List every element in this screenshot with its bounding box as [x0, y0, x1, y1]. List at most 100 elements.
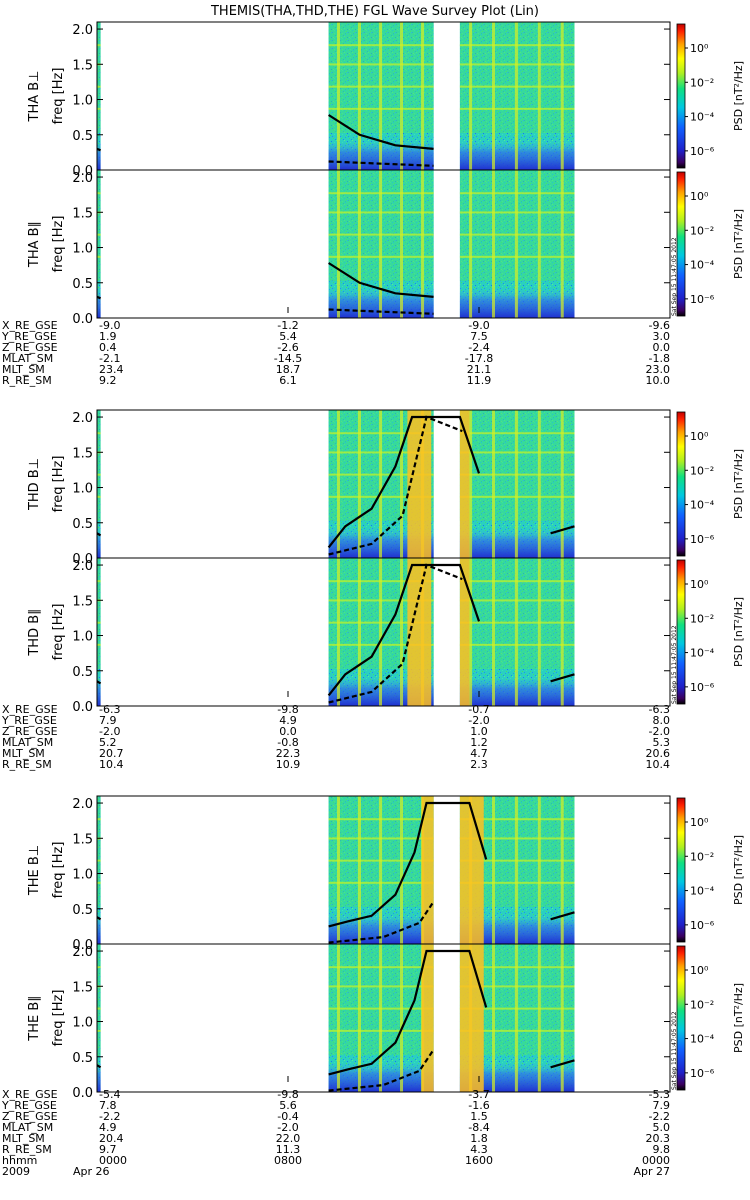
colorbar-tick-label: 10⁻⁶ [690, 919, 715, 932]
ephemeris-row-label: Y_RE_GSE [1, 714, 57, 727]
y-tick-label: 0.5 [72, 517, 93, 532]
perigee-band [407, 558, 432, 706]
low-freq-band [97, 1062, 101, 1092]
y-tick-label: 0.0 [72, 700, 93, 715]
y-tick-label: 2.0 [72, 945, 93, 960]
vertical-streak [514, 170, 518, 318]
ephemeris-value: -6.3 [649, 703, 670, 716]
colorbar-tick-label: 10⁻⁴ [690, 647, 715, 660]
vertical-streak [537, 558, 541, 706]
ephemeris-row-label: X_RE_GSE [2, 703, 58, 716]
y-tick-label: 0.5 [72, 1051, 93, 1066]
ephemeris-value: 20.6 [646, 747, 671, 760]
y-label-unit: freq [Hz] [51, 842, 66, 899]
panel-thd-b-: 0.0 0.5 1.0 1.5 2.0 THD B∥ freq [Hz] [27, 557, 671, 715]
y-label-probe: THA B⊥ [27, 71, 42, 123]
ephemeris-value: 18.7 [276, 363, 301, 376]
y-tick-label: 0.5 [72, 903, 93, 918]
vertical-streak [491, 944, 495, 1092]
ephemeris-value: -2.1 [99, 352, 120, 365]
ephemeris-value: -0.4 [277, 1110, 298, 1123]
colorbar-tick-label: 10⁻² [690, 612, 714, 625]
ephemeris-thd: X_RE_GSE -6.3 -9.8 -0.7 -6.3 Y_RE_GSE 7.9 4.9 -2… [1, 691, 670, 771]
colorbar-tick-label: 10⁻² [690, 998, 714, 1011]
vertical-streak [336, 170, 340, 318]
spectral-stripe [97, 255, 101, 258]
spectral-stripe [97, 107, 101, 110]
figure-title: THEMIS(THA,THD,THE) FGL Wave Survey Plot… [210, 4, 539, 19]
ephemeris-value: 2.3 [470, 758, 488, 771]
colorbar-tick-label: 10⁰ [690, 430, 709, 443]
ephemeris-value: 11.9 [467, 374, 492, 387]
colorbar-label: PSD [nT²/Hz] [732, 835, 745, 905]
ephemeris-value: -3.7 [468, 1088, 489, 1101]
y-label-probe: THD B∥ [27, 608, 42, 656]
low-freq-band [97, 528, 101, 558]
colorbar-tick-label: 10⁰ [690, 42, 709, 55]
vertical-streak [514, 944, 518, 1092]
y-label-unit: freq [Hz] [51, 456, 66, 513]
fce-solid-line [96, 801, 575, 928]
vertical-streak [400, 170, 404, 318]
panel-frame [96, 943, 671, 1093]
ephemeris-row-label: R_RE_SM [2, 1143, 52, 1156]
ephemeris-value: -14.5 [274, 352, 302, 365]
ephemeris-row-label: Y_RE_GSE [1, 1099, 57, 1112]
ephemeris-value: 4.9 [99, 1121, 117, 1134]
ephemeris-row-label: MLT_SM [2, 363, 45, 376]
low-freq-band [97, 288, 101, 318]
colorbar-tick-label: 10⁻² [690, 850, 714, 863]
vertical-streak [469, 170, 473, 318]
vertical-streak [336, 410, 340, 558]
ephemeris-value: -2.6 [277, 341, 298, 354]
colorbar-tick-label: 10⁻⁴ [690, 259, 715, 272]
colorbar-tick-label: 10⁻² [690, 76, 714, 89]
perigee-band [421, 796, 434, 944]
y-tick-label: 0.0 [72, 552, 93, 567]
ephemeris-value: 22.0 [276, 1132, 301, 1145]
y-label-unit: freq [Hz] [51, 604, 66, 661]
y-label-unit: freq [Hz] [51, 990, 66, 1047]
ephemeris-row-label: MLAT_SM [2, 1121, 53, 1134]
ephemeris-value: -9.8 [277, 1088, 298, 1101]
y-tick-label: 1.0 [72, 1016, 93, 1031]
ephemeris-value: 22.3 [276, 747, 301, 760]
y-tick-label: 1.0 [72, 94, 93, 109]
ephemeris-value: 7.5 [470, 330, 488, 343]
y-label-probe: THE B∥ [27, 995, 42, 1041]
ephemeris-row-label: Z_RE_GSE [2, 1110, 58, 1123]
y-tick-label: 0.0 [72, 312, 93, 327]
colorbar-scale [676, 23, 686, 169]
panel-the-b-: 0.0 0.5 1.0 1.5 2.0 THE B∥ freq [Hz] [27, 943, 671, 1101]
ephemeris-value: 1.5 [470, 1110, 488, 1123]
ephemeris-value: -1.8 [649, 352, 670, 365]
vertical-streak [379, 944, 383, 1092]
ephemeris-value: 4.3 [470, 1143, 488, 1156]
ephemeris-value: 1.8 [470, 1132, 488, 1145]
colorbar-tick-label: 10⁰ [690, 190, 709, 203]
colorbar-tick-label: 10⁰ [690, 816, 709, 829]
ephemeris-value: 3.0 [653, 330, 671, 343]
ephemeris-tables: X_RE_GSE -9.0 -1.2 -9.0 -9.6 Y_RE_GSE 1.9 5.4 7.… [1, 307, 670, 1178]
ephemeris-value: -2.0 [468, 714, 489, 727]
ephemeris-value: 9.8 [653, 1143, 671, 1156]
low-freq-band [97, 914, 101, 944]
ephemeris-value: 0.4 [99, 341, 117, 354]
vertical-streak [537, 796, 541, 944]
colorbar-tick-label: 10⁻⁴ [690, 499, 715, 512]
panel-frame [96, 557, 671, 707]
y-tick-label: 0.0 [72, 1086, 93, 1101]
perigee-band [459, 796, 484, 944]
vertical-streak [491, 170, 495, 318]
ephemeris-value: 10.0 [646, 374, 671, 387]
spectral-stripe [97, 859, 101, 862]
spectral-stripe [97, 1007, 101, 1010]
spectral-stripe [97, 580, 101, 583]
spectral-stripe [97, 495, 101, 498]
ephemeris-value: -2.0 [649, 725, 670, 738]
vertical-streak [358, 22, 362, 170]
ephemeris-value: -2.0 [99, 725, 120, 738]
timestamp-label: Sat Sep 15 11:47:05 2012 [671, 625, 678, 704]
vertical-streak [358, 944, 362, 1092]
